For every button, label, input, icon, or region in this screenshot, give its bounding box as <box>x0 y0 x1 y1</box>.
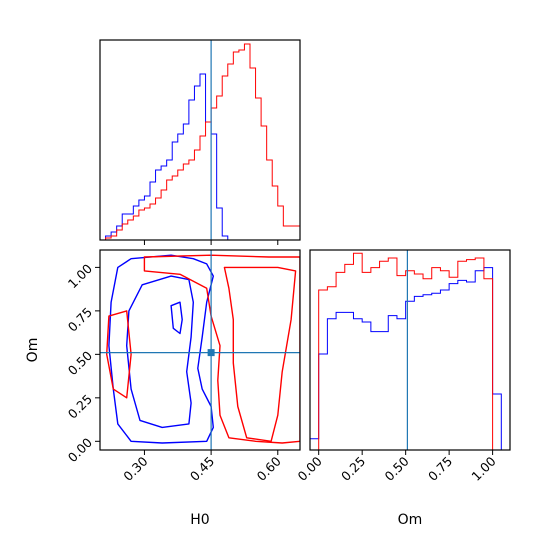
truth-marker <box>207 349 215 357</box>
om-histogram-xtick-label: 0.50 <box>381 453 411 483</box>
contour-ylabel: Om <box>25 338 41 363</box>
om-histogram-xtick-label: 0.00 <box>295 453 325 483</box>
contour-series-1-level-2 <box>125 275 195 429</box>
contour-xtick-label: 0.45 <box>187 454 217 484</box>
om-histogram-xtick-label: 1.00 <box>468 453 498 483</box>
contour-xtick-label: 0.30 <box>120 453 150 483</box>
contour-xlabel: H0 <box>190 512 209 528</box>
contour-series-2-level-3 <box>105 310 132 399</box>
om-histogram-frame <box>309 249 511 451</box>
contour-ytick-label: 1.00 <box>65 261 95 291</box>
histogram-panel-om: 0.00 0.25 0.50 0.75 1.00 Om <box>295 249 511 528</box>
contour-ytick-label: 0.50 <box>65 348 95 378</box>
contour-ytick-label: 0.25 <box>65 391 95 421</box>
contour-series-1-level-3 <box>170 301 183 335</box>
om-histogram-xtick-label: 0.75 <box>425 454 455 484</box>
h0-histogram-series-1 <box>100 73 300 240</box>
histogram-panel-h0 <box>99 39 301 245</box>
contour-ytick-label: 0.75 <box>65 304 95 334</box>
contour-series-2-level-1 <box>143 254 300 444</box>
h0-histogram-frame <box>99 39 301 241</box>
om-histogram-xlabel: Om <box>398 512 423 528</box>
contour-ytick-label: 0.00 <box>65 435 95 465</box>
contour-panel-h0-om: 0.30 0.45 0.60 0.00 0.25 0.50 0.75 1.00 H0 Om <box>25 249 301 528</box>
h0-histogram-series-2 <box>100 43 300 240</box>
contour-xtick-label: 0.60 <box>254 453 284 483</box>
contour-series-2-level-2 <box>223 266 297 442</box>
contour-frame <box>99 249 301 451</box>
om-histogram-series-1 <box>310 267 502 450</box>
om-histogram-series-2 <box>310 252 502 450</box>
om-histogram-xtick-label: 0.25 <box>338 454 368 484</box>
